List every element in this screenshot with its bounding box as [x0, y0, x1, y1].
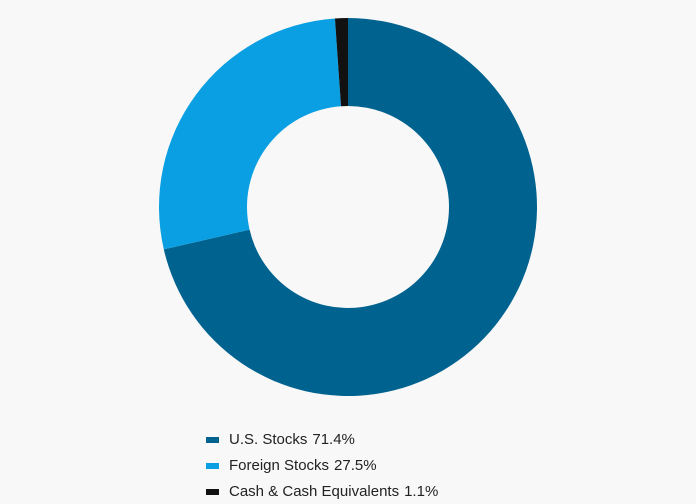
legend-value: 27.5% — [334, 457, 377, 474]
legend-value: 71.4% — [312, 431, 355, 448]
donut-slice — [159, 18, 342, 250]
legend-marker — [206, 463, 219, 469]
legend-name: Foreign Stocks — [229, 457, 329, 474]
legend-marker — [206, 489, 219, 495]
legend-label: U.S. Stocks 71.4% — [229, 431, 355, 448]
legend-value: 1.1% — [404, 483, 438, 500]
donut-slice — [163, 18, 537, 397]
legend-label: Cash & Cash Equivalents 1.1% — [229, 483, 438, 500]
donut-slice — [334, 18, 348, 107]
legend-name: U.S. Stocks — [229, 431, 307, 448]
legend-marker — [206, 437, 219, 443]
legend-label: Foreign Stocks 27.5% — [229, 457, 377, 474]
legend-name: Cash & Cash Equivalents — [229, 483, 399, 500]
